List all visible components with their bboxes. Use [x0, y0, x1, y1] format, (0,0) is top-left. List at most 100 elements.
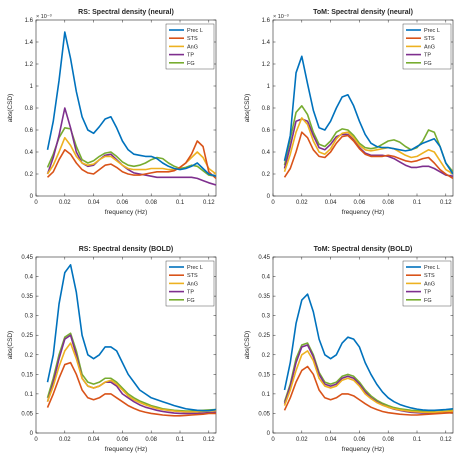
y-tick-label: 1 [267, 84, 271, 90]
legend-label-fg: FG [424, 61, 432, 67]
y-tick-label: 0 [30, 194, 34, 200]
legend-label-prec-l: Prec L [424, 28, 440, 34]
series-line-prec-l [46, 31, 216, 177]
legend-label-ang: AnG [187, 281, 198, 287]
y-tick-label: 0.05 [258, 411, 270, 417]
y-axis-label: abs(CSD) [7, 94, 14, 123]
x-axis-label: frequency (Hz) [342, 209, 385, 216]
chart-tom-bold: ToM: Spectral density (BOLD) 0 0.02 0.04 0.0… [244, 246, 454, 453]
x-tick-label: 0.04 [325, 437, 337, 443]
x-tick-label: 0 [34, 200, 38, 206]
x-axis-label: frequency (Hz) [105, 209, 148, 216]
y-axis-label: abs(CSD) [244, 94, 251, 123]
legend-label-sts: STS [424, 36, 435, 42]
legend-label-fg: FG [187, 298, 195, 304]
legend-label-fg: FG [187, 61, 195, 67]
series-line-tp [283, 118, 453, 177]
y-tick-label: 0.15 [258, 372, 270, 378]
series-line-fg [283, 342, 453, 412]
y-tick-label: 0.1 [262, 392, 271, 398]
x-tick-label: 0.04 [88, 437, 100, 443]
series-line-sts [46, 140, 216, 179]
series-line-fg [46, 127, 216, 177]
y-tick-label: 0.2 [262, 172, 271, 178]
y-tick-label: 0.05 [21, 411, 33, 417]
y-tick-label: 0.1 [25, 392, 34, 398]
series-line-tp [46, 334, 216, 415]
x-tick-label: 0.08 [145, 437, 157, 443]
series-line-ang [46, 342, 216, 413]
legend-label-tp: TP [187, 53, 194, 59]
series-line-sts [46, 361, 216, 417]
y-tick-label: 0.2 [262, 353, 271, 359]
chart-title: ToM: Spectral density (BOLD) [314, 246, 413, 253]
y-tick-label: 1.6 [262, 18, 271, 24]
x-tick-label: 0.02 [59, 200, 71, 206]
y-tick-label: 0 [267, 194, 271, 200]
y-tick-label: 1.2 [262, 62, 271, 68]
y-tick-label: 0.15 [21, 372, 33, 378]
x-tick-label: 0.04 [88, 200, 100, 206]
chart-rs-neural: RS: Spectral density (neural) × 10⁻³ 0 0.02… [7, 9, 217, 216]
chart-title: RS: Spectral density (BOLD) [79, 246, 174, 253]
y-tick-label: 0.4 [262, 150, 271, 156]
legend-label-ang: AnG [187, 44, 198, 50]
y-tick-label: 1.6 [25, 18, 34, 24]
x-tick-label: 0.12 [203, 437, 215, 443]
y-tick-label: 0.25 [21, 333, 33, 339]
y-tick-label: 0.2 [25, 172, 34, 178]
axis-exponent-label: × 10⁻³ [273, 14, 289, 20]
x-tick-label: 0.1 [176, 437, 185, 443]
x-tick-label: 0.08 [382, 200, 394, 206]
x-tick-label: 0.12 [440, 437, 452, 443]
chart-rs-bold: RS: Spectral density (BOLD) 0 0.02 0.04 0.06… [7, 246, 217, 453]
x-tick-label: 0 [271, 200, 275, 206]
y-tick-label: 0.4 [262, 275, 271, 281]
legend-label-prec-l: Prec L [187, 265, 203, 271]
y-tick-label: 0.3 [25, 314, 34, 320]
series-line-prec-l [283, 293, 453, 412]
legend-label-sts: STS [424, 273, 435, 279]
x-tick-label: 0.1 [413, 437, 422, 443]
x-tick-label: 0.08 [382, 437, 394, 443]
y-tick-label: 0.35 [258, 294, 270, 300]
axis-exponent-label: × 10⁻³ [36, 14, 52, 20]
y-tick-label: 1.2 [25, 62, 34, 68]
series-line-sts [283, 131, 453, 180]
x-tick-label: 0.04 [325, 200, 337, 206]
y-tick-label: 0.2 [25, 353, 34, 359]
legend-label-ang: AnG [424, 44, 435, 50]
y-tick-label: 1.4 [262, 40, 271, 46]
y-tick-label: 0.45 [258, 255, 270, 261]
x-tick-label: 0.12 [203, 200, 215, 206]
y-tick-label: 0.25 [258, 333, 270, 339]
y-tick-label: 0.4 [25, 150, 34, 156]
series-line-sts [283, 365, 453, 416]
y-tick-label: 0.8 [262, 106, 271, 112]
legend-label-ang: AnG [424, 281, 435, 287]
chart-title: RS: Spectral density (neural) [78, 9, 174, 16]
y-tick-label: 0 [30, 431, 34, 437]
series-line-ang [283, 117, 453, 175]
series-line-prec-l [283, 55, 453, 175]
legend-label-tp: TP [187, 290, 194, 296]
y-tick-label: 0.6 [262, 128, 271, 134]
x-tick-label: 0.06 [354, 437, 366, 443]
x-tick-label: 0.06 [117, 200, 129, 206]
x-axis-label: frequency (Hz) [105, 446, 148, 453]
y-axis-label: abs(CSD) [7, 331, 14, 360]
legend-label-prec-l: Prec L [424, 265, 440, 271]
y-tick-label: 0.4 [25, 275, 34, 281]
legend-label-fg: FG [424, 298, 432, 304]
y-tick-label: 0.8 [25, 106, 34, 112]
series-line-tp [46, 107, 216, 186]
x-tick-label: 0.02 [296, 200, 308, 206]
chart-tom-neural: ToM: Spectral density (neural) × 10⁻³ 0 0.0… [244, 9, 454, 216]
legend-label-prec-l: Prec L [187, 28, 203, 34]
x-tick-label: 0.06 [354, 200, 366, 206]
series-line-prec-l [46, 264, 216, 412]
series-line-fg [283, 105, 453, 173]
x-tick-label: 0 [34, 437, 38, 443]
y-tick-label: 1 [30, 84, 34, 90]
